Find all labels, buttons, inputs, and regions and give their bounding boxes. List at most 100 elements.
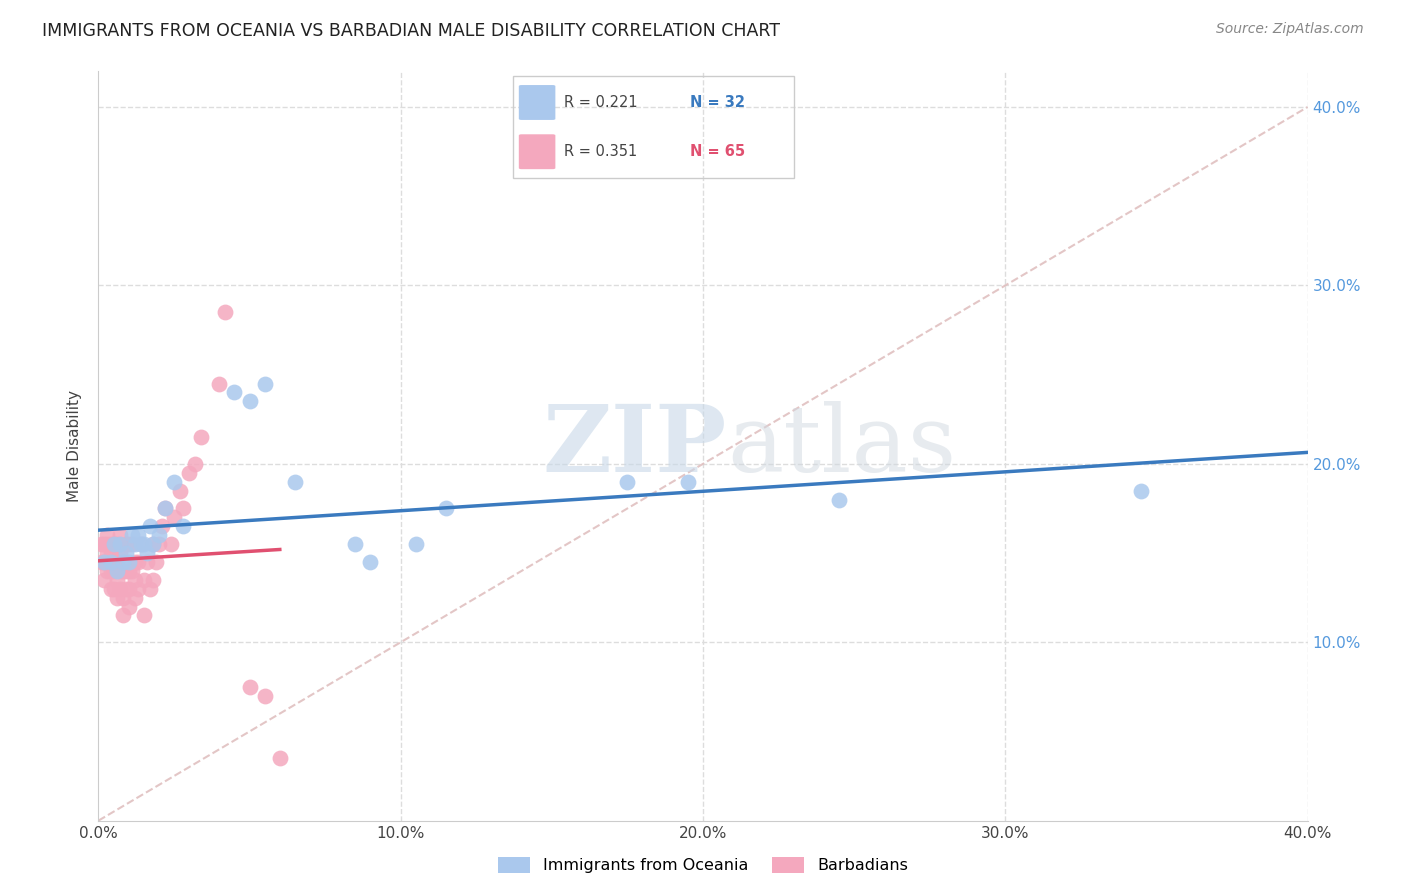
Point	[124, 573, 146, 587]
Point	[93, 573, 115, 587]
Point	[100, 546, 122, 560]
Point	[118, 564, 141, 578]
Point	[253, 689, 276, 703]
Text: N = 65: N = 65	[690, 145, 745, 160]
Point	[96, 537, 118, 551]
Text: N = 32: N = 32	[690, 95, 745, 110]
Point	[108, 528, 131, 542]
Point	[121, 528, 143, 542]
Point	[93, 555, 115, 569]
Point	[184, 457, 207, 471]
Point	[124, 537, 146, 551]
Point	[90, 555, 112, 569]
Point	[121, 537, 143, 551]
Point	[118, 555, 141, 569]
Point	[114, 546, 136, 560]
Point	[108, 582, 131, 596]
Point	[108, 546, 131, 560]
Point	[208, 376, 231, 391]
Point	[163, 510, 186, 524]
Point	[118, 537, 141, 551]
Point	[118, 599, 141, 614]
Point	[153, 501, 176, 516]
Point	[103, 555, 125, 569]
Point	[108, 537, 131, 551]
Point	[114, 564, 136, 578]
Point	[239, 680, 262, 694]
Point	[124, 591, 146, 605]
Point	[135, 555, 157, 569]
Point	[160, 537, 183, 551]
Point	[96, 546, 118, 560]
Point	[127, 528, 149, 542]
Point	[269, 751, 291, 765]
Point	[100, 564, 122, 578]
Point	[111, 555, 134, 569]
Point	[111, 591, 134, 605]
Point	[616, 475, 638, 489]
Point	[129, 537, 152, 551]
Text: IMMIGRANTS FROM OCEANIA VS BARBADIAN MALE DISABILITY CORRELATION CHART: IMMIGRANTS FROM OCEANIA VS BARBADIAN MAL…	[42, 22, 780, 40]
Point	[103, 537, 125, 551]
Point	[121, 564, 143, 578]
Point	[190, 430, 212, 444]
Text: R = 0.221: R = 0.221	[564, 95, 637, 110]
Point	[135, 546, 157, 560]
Point	[284, 475, 307, 489]
Point	[127, 582, 149, 596]
Point	[127, 555, 149, 569]
Point	[148, 537, 170, 551]
Point	[1130, 483, 1153, 498]
Point	[100, 555, 122, 569]
Point	[105, 537, 128, 551]
Point	[105, 555, 128, 569]
Y-axis label: Male Disability: Male Disability	[67, 390, 83, 502]
Point	[124, 555, 146, 569]
Point	[153, 501, 176, 516]
Point	[105, 591, 128, 605]
Point	[100, 537, 122, 551]
Point	[405, 537, 427, 551]
Point	[90, 537, 112, 551]
Point	[103, 582, 125, 596]
Point	[163, 475, 186, 489]
Point	[142, 537, 165, 551]
Point	[214, 305, 236, 319]
Point	[145, 555, 167, 569]
Point	[132, 608, 155, 623]
Point	[96, 528, 118, 542]
Point	[150, 519, 173, 533]
Point	[360, 555, 382, 569]
Point	[114, 582, 136, 596]
Text: R = 0.351: R = 0.351	[564, 145, 637, 160]
Point	[103, 537, 125, 551]
Point	[105, 573, 128, 587]
Point	[172, 501, 194, 516]
Point	[129, 537, 152, 551]
Point	[96, 564, 118, 578]
Point	[142, 573, 165, 587]
Point	[118, 582, 141, 596]
Point	[139, 582, 162, 596]
Point	[132, 537, 155, 551]
Legend: Immigrants from Oceania, Barbadians: Immigrants from Oceania, Barbadians	[492, 850, 914, 880]
Point	[142, 537, 165, 551]
Point	[172, 519, 194, 533]
Point	[169, 483, 191, 498]
Point	[139, 519, 162, 533]
Point	[148, 528, 170, 542]
Point	[114, 537, 136, 551]
Point	[344, 537, 367, 551]
Point	[111, 608, 134, 623]
FancyBboxPatch shape	[519, 135, 555, 169]
Point	[108, 564, 131, 578]
Point	[253, 376, 276, 391]
Point	[676, 475, 699, 489]
Text: atlas: atlas	[727, 401, 956, 491]
Point	[100, 582, 122, 596]
Point	[93, 555, 115, 569]
Point	[132, 573, 155, 587]
Text: Source: ZipAtlas.com: Source: ZipAtlas.com	[1216, 22, 1364, 37]
Point	[103, 564, 125, 578]
Point	[434, 501, 457, 516]
